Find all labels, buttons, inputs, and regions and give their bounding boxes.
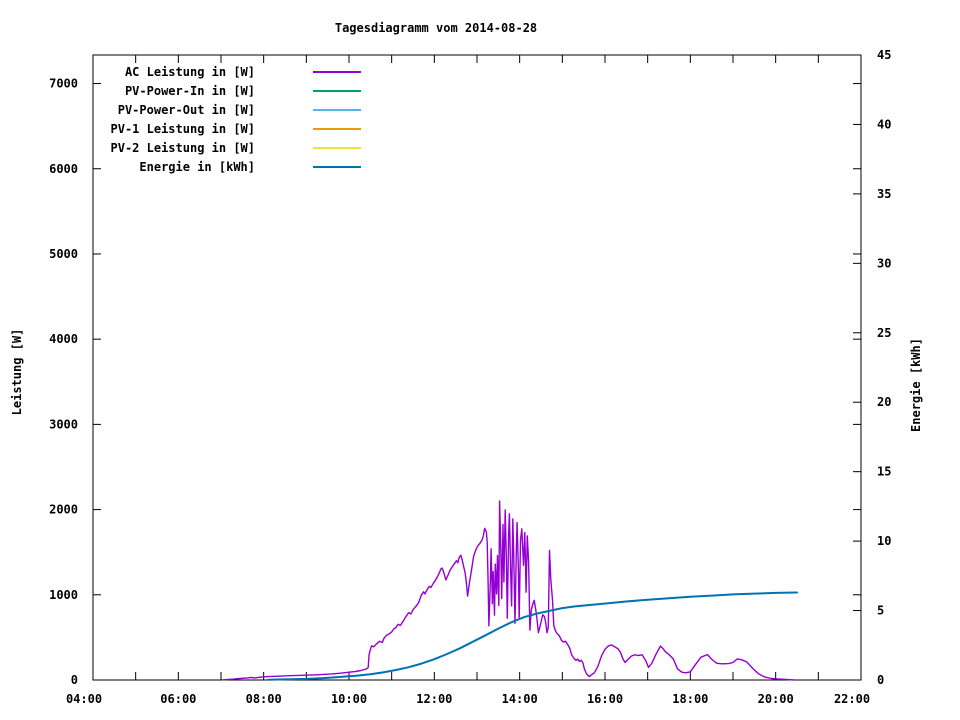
svg-text:0: 0 — [877, 673, 884, 687]
y2-axis-label: Energie [kWh] — [909, 338, 923, 432]
chart-title: Tagesdiagramm vom 2014-08-28 — [334, 21, 538, 35]
svg-text:06:00: 06:00 — [160, 692, 196, 706]
legend-line-sample-energie — [313, 165, 361, 168]
svg-text:25: 25 — [877, 326, 891, 340]
svg-text:04:00: 04:00 — [66, 692, 102, 706]
legend-row-pv2-leistung: PV-2 Leistung in [W] — [0, 138, 361, 157]
legend-line-sample-pv-power-in — [313, 89, 361, 92]
svg-text:40: 40 — [877, 117, 891, 131]
legend-line-sample-pv1-leistung — [313, 127, 361, 130]
svg-text:35: 35 — [877, 187, 891, 201]
legend-line-sample-pv2-leistung — [313, 146, 361, 149]
svg-text:08:00: 08:00 — [246, 692, 282, 706]
svg-text:6000: 6000 — [49, 162, 78, 176]
legend-row-pv-power-in: PV-Power-In in [W] — [0, 81, 361, 100]
svg-text:5000: 5000 — [49, 247, 78, 261]
legend: AC Leistung in [W] PV-Power-In in [W] PV… — [0, 62, 361, 176]
svg-text:15: 15 — [877, 465, 891, 479]
svg-text:7000: 7000 — [49, 77, 78, 91]
legend-label-ac-leistung: AC Leistung in [W] — [124, 64, 255, 79]
svg-text:3000: 3000 — [49, 417, 78, 431]
svg-text:30: 30 — [877, 256, 891, 270]
svg-text:20: 20 — [877, 395, 891, 409]
legend-line-sample-pv-power-out — [313, 108, 361, 111]
legend-label-pv2-leistung: PV-2 Leistung in [W] — [110, 140, 256, 155]
svg-text:20:00: 20:00 — [758, 692, 794, 706]
svg-text:0: 0 — [71, 673, 78, 687]
svg-text:5: 5 — [877, 604, 884, 618]
svg-text:1000: 1000 — [49, 588, 78, 602]
svg-text:14:00: 14:00 — [502, 692, 538, 706]
svg-text:45: 45 — [877, 48, 891, 62]
legend-line-sample-ac-leistung — [313, 70, 361, 73]
legend-row-pv-power-out: PV-Power-Out in [W] — [0, 100, 361, 119]
y-axis-label: Leistung [W] — [10, 328, 24, 416]
legend-label-pv1-leistung: PV-1 Leistung in [W] — [110, 121, 256, 136]
svg-text:16:00: 16:00 — [587, 692, 623, 706]
legend-label-energie: Energie in [kWh] — [139, 159, 255, 174]
legend-label-pv-power-out: PV-Power-Out in [W] — [117, 102, 255, 117]
svg-text:12:00: 12:00 — [416, 692, 452, 706]
svg-text:22:00: 22:00 — [834, 692, 870, 706]
legend-row-pv1-leistung: PV-1 Leistung in [W] — [0, 119, 361, 138]
svg-text:2000: 2000 — [49, 503, 78, 517]
legend-label-pv-power-in: PV-Power-In in [W] — [124, 83, 255, 98]
svg-text:10:00: 10:00 — [331, 692, 367, 706]
svg-text:18:00: 18:00 — [672, 692, 708, 706]
svg-text:10: 10 — [877, 534, 891, 548]
svg-text:4000: 4000 — [49, 332, 78, 346]
legend-row-ac-leistung: AC Leistung in [W] — [0, 62, 361, 81]
legend-row-energie: Energie in [kWh] — [0, 157, 361, 176]
